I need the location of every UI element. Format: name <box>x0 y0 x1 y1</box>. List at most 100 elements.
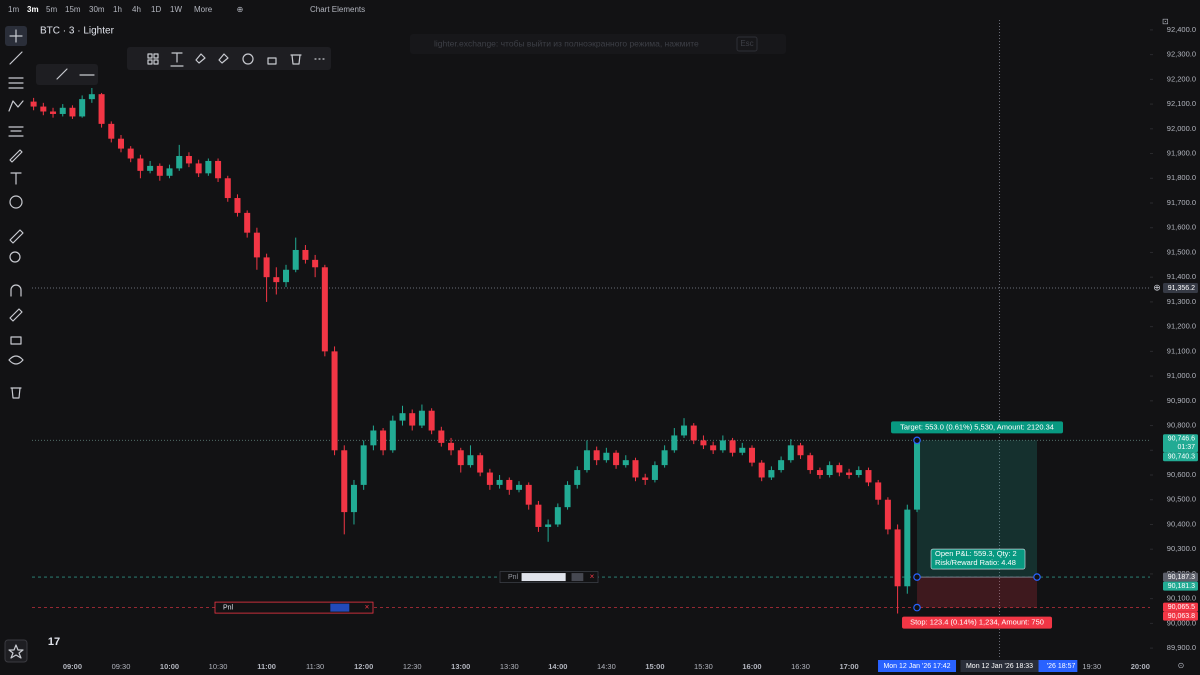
time-label: Mon 12 Jan '26 18:33 <box>966 663 1033 670</box>
lock-tool[interactable] <box>10 336 22 345</box>
price-label: 90,746.6 <box>1168 436 1195 443</box>
interval-button[interactable]: 5m <box>46 5 57 14</box>
fullscreen-icon[interactable]: ⊡ <box>1162 17 1169 26</box>
fib-tool[interactable] <box>8 77 24 89</box>
lock-icon[interactable] <box>267 57 277 65</box>
interval-button[interactable]: 15m <box>65 5 81 14</box>
ruler-tool[interactable] <box>9 229 24 244</box>
candle-body <box>875 482 882 500</box>
x-tick-label: 17:00 <box>839 662 858 671</box>
cursor-tool[interactable] <box>9 29 23 43</box>
crosshair-add-button[interactable]: ⊕ <box>1153 282 1161 292</box>
position-handle[interactable] <box>1033 573 1041 581</box>
text-color-icon[interactable] <box>170 52 184 67</box>
prediction-tool[interactable] <box>8 126 24 137</box>
order-accent <box>330 603 350 612</box>
brush-tool[interactable] <box>9 149 23 163</box>
x-tick-label: 15:30 <box>694 662 713 671</box>
price-label: 90,187.3 <box>1168 574 1195 581</box>
candle-body <box>846 472 853 476</box>
candle-body <box>467 455 474 466</box>
floating-toolbars <box>36 47 331 85</box>
interval-button[interactable]: 3m <box>27 5 39 14</box>
chart-elements-button[interactable]: Chart Elements <box>310 5 365 14</box>
stop-label: Stop: 123.4 (0.14%) 1,234, Amount: 750 <box>910 618 1044 627</box>
x-tick-label: 16:30 <box>791 662 810 671</box>
candle-body <box>506 479 513 490</box>
candle-body <box>661 450 668 466</box>
candle-body <box>195 163 202 174</box>
candle-body <box>273 277 280 283</box>
candle-body <box>748 447 755 463</box>
candle-body <box>176 156 183 169</box>
candle-body <box>244 212 251 233</box>
logo: 17 <box>48 636 60 648</box>
zoom-tool[interactable] <box>9 251 21 263</box>
ratio-label: Risk/Reward Ratio: 4.48 <box>935 558 1016 567</box>
template-icon[interactable] <box>147 53 159 65</box>
position-handle[interactable] <box>913 573 921 581</box>
candle-body <box>855 470 862 476</box>
notice-key: Esc <box>740 39 753 48</box>
price-label-box <box>1163 581 1198 591</box>
candle-body <box>564 484 571 508</box>
y-tick-label: 90,300.0 <box>1167 544 1196 553</box>
order-close[interactable]: × <box>365 603 370 612</box>
candle-body <box>30 101 37 107</box>
order-accent <box>571 573 584 582</box>
candle-body <box>88 94 95 100</box>
candle-body <box>719 440 726 451</box>
candle-body <box>302 249 309 260</box>
settings-button[interactable]: ⊙ <box>1178 661 1185 670</box>
candle-body <box>525 484 532 505</box>
delete-tool[interactable] <box>10 387 22 399</box>
position-loss-zone <box>917 577 1038 608</box>
hide-tool[interactable] <box>8 355 24 365</box>
more-button[interactable]: More <box>194 5 213 14</box>
interval-button[interactable]: 1h <box>113 5 122 14</box>
interval-button[interactable]: 1W <box>170 5 182 14</box>
candle-body <box>389 420 396 451</box>
interval-button[interactable]: 1m <box>8 5 19 14</box>
candle-body <box>486 472 493 485</box>
add-indicator[interactable]: ⊕ <box>237 5 244 14</box>
position-handle[interactable] <box>913 436 921 445</box>
position-handle[interactable] <box>913 603 921 612</box>
interval-button[interactable]: 4h <box>132 5 141 14</box>
candle-body <box>515 484 523 490</box>
candle-body <box>613 452 620 466</box>
magnet-tool[interactable] <box>10 284 22 297</box>
icon-tool[interactable] <box>9 195 23 209</box>
x-tick-label: 11:00 <box>257 662 276 671</box>
candle-body <box>350 484 357 513</box>
order-label: Pnl <box>223 604 234 611</box>
target-label-box <box>891 421 1064 434</box>
stay-drawing-tool[interactable] <box>9 308 23 322</box>
interval-button[interactable]: 30m <box>89 5 105 14</box>
candle-body <box>768 470 775 478</box>
trendline-tool[interactable] <box>9 51 23 65</box>
line-style-icons[interactable] <box>56 68 95 80</box>
stop-label-box <box>902 616 1053 629</box>
y-tick-label: 91,700.0 <box>1167 198 1196 207</box>
settings-icon[interactable] <box>242 53 254 65</box>
pattern-tool[interactable] <box>8 100 24 112</box>
candle-body <box>574 470 581 485</box>
order-close[interactable]: × <box>590 572 595 581</box>
fill-icon[interactable] <box>195 53 206 64</box>
x-tick-label: 10:00 <box>160 662 179 671</box>
border-icon[interactable] <box>218 53 229 64</box>
time-label: Mon 12 Jan '26 17:42 <box>883 663 950 670</box>
y-tick-label: 92,100.0 <box>1167 99 1196 108</box>
interval-button[interactable]: 1D <box>151 5 161 14</box>
x-tick-label: 10:30 <box>209 662 228 671</box>
candle-body <box>127 148 134 159</box>
candle-body <box>535 504 542 527</box>
favorites[interactable] <box>4 639 28 663</box>
delete-icon[interactable] <box>290 54 302 65</box>
candle-body <box>651 465 658 480</box>
text-tool[interactable] <box>10 172 22 185</box>
crosshair-price-label: 91,356.2 <box>1168 285 1195 292</box>
